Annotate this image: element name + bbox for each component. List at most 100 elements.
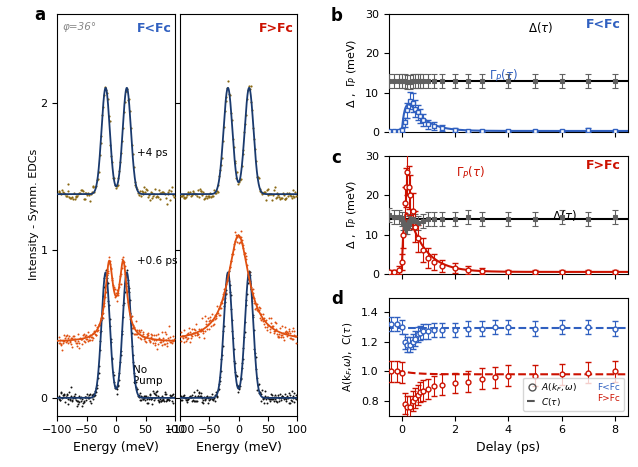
Point	[60, 334, 70, 342]
Point	[219, 123, 229, 131]
Point	[90, 321, 100, 329]
Point	[268, 191, 278, 199]
Point	[142, 395, 152, 403]
Point	[116, 347, 126, 355]
Point	[212, 187, 222, 194]
Point	[94, 151, 105, 158]
Point	[259, 394, 269, 402]
Point	[181, 333, 191, 341]
Point	[98, 314, 108, 322]
Point	[222, 276, 232, 284]
Point	[244, 269, 254, 277]
Point	[216, 356, 226, 363]
Point	[124, 288, 135, 295]
Point	[201, 395, 211, 402]
Point	[96, 328, 106, 335]
Point	[54, 393, 64, 400]
Point	[185, 188, 195, 196]
Point	[135, 389, 145, 397]
Point	[157, 189, 167, 196]
Point	[138, 395, 148, 403]
Point	[112, 182, 122, 190]
Point	[164, 322, 174, 330]
Point	[246, 98, 256, 106]
Point	[176, 328, 186, 335]
Point	[145, 196, 155, 204]
Point	[289, 389, 299, 396]
Point	[95, 328, 105, 336]
Point	[288, 187, 298, 194]
Point	[193, 186, 203, 194]
Point	[263, 191, 274, 199]
Point	[187, 397, 197, 405]
Point	[201, 317, 211, 325]
Point	[241, 112, 251, 119]
Point	[277, 392, 287, 400]
Point	[62, 332, 72, 339]
Point	[220, 298, 230, 305]
Point	[209, 316, 219, 323]
Point	[181, 195, 191, 202]
Point	[109, 378, 119, 386]
Point	[246, 297, 256, 304]
Point	[203, 395, 213, 402]
Point	[135, 328, 145, 336]
Point	[103, 297, 114, 304]
Point	[266, 191, 276, 198]
Point	[216, 367, 226, 375]
Point	[265, 397, 275, 404]
Point	[195, 388, 205, 396]
Point	[55, 336, 65, 343]
Point	[272, 333, 283, 340]
Point	[211, 391, 221, 398]
Point	[284, 399, 294, 406]
Point	[88, 334, 98, 342]
Point	[265, 325, 275, 333]
Point	[100, 289, 110, 296]
Point	[121, 272, 131, 279]
Point	[249, 345, 260, 353]
Point	[184, 190, 194, 198]
Point	[163, 396, 173, 403]
Point	[131, 183, 142, 190]
Point	[258, 190, 268, 197]
Point	[253, 381, 263, 388]
Point	[267, 323, 278, 331]
Point	[161, 390, 171, 397]
Point	[162, 396, 172, 403]
Point	[167, 336, 177, 344]
Point	[112, 297, 122, 304]
Point	[209, 187, 219, 194]
Point	[191, 320, 201, 328]
Point	[271, 328, 281, 335]
Point	[185, 339, 195, 346]
Point	[123, 97, 133, 104]
Point	[112, 291, 122, 299]
Point	[247, 295, 257, 302]
Point	[237, 239, 247, 247]
Point	[235, 227, 246, 235]
Text: $\Delta(\tau)$: $\Delta(\tau)$	[552, 207, 577, 223]
Point	[249, 326, 259, 333]
Point	[110, 382, 121, 389]
Point	[186, 192, 196, 199]
Point	[248, 285, 258, 292]
Point	[222, 273, 232, 281]
Point	[208, 395, 218, 403]
Point	[212, 303, 223, 310]
Point	[261, 316, 271, 324]
Point	[69, 392, 79, 400]
Point	[161, 200, 172, 207]
Point	[61, 192, 71, 200]
Point	[75, 394, 85, 401]
Point	[160, 190, 170, 198]
Point	[122, 267, 132, 274]
Point	[70, 390, 80, 397]
Point	[253, 381, 263, 388]
Point	[205, 316, 215, 323]
Point	[192, 329, 202, 337]
Point	[81, 335, 91, 342]
Point	[183, 329, 193, 337]
Point	[139, 333, 149, 341]
Point	[106, 152, 116, 160]
